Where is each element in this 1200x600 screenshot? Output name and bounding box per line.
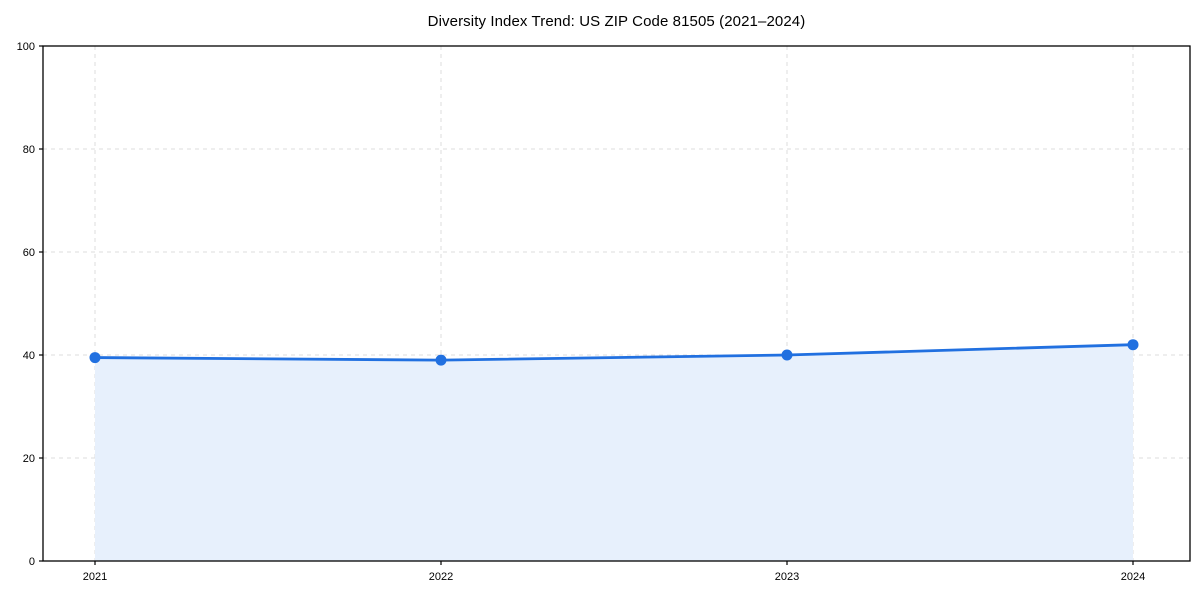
y-tick-label: 40 [23,350,35,362]
y-tick-label: 20 [23,453,35,465]
y-tick-label: 100 [17,41,35,53]
y-tick-label: 80 [23,144,35,156]
x-tick-label: 2023 [775,571,799,583]
data-point-2023 [781,349,793,361]
x-tick-label: 2022 [429,571,453,583]
plot-border [42,45,1191,562]
data-point-2024 [1127,339,1139,351]
series-line [93,343,1135,362]
x-tick-label: 2021 [83,571,107,583]
chart-title: Diversity Index Trend: US ZIP Code 81505… [427,13,806,30]
area-fill [95,344,1133,561]
y-tick-label: 60 [23,247,35,259]
y-tick-label: 0 [29,556,35,568]
x-tick-label: 2024 [1121,571,1145,583]
data-point-2022 [435,354,447,366]
data-point-2021 [89,352,101,364]
